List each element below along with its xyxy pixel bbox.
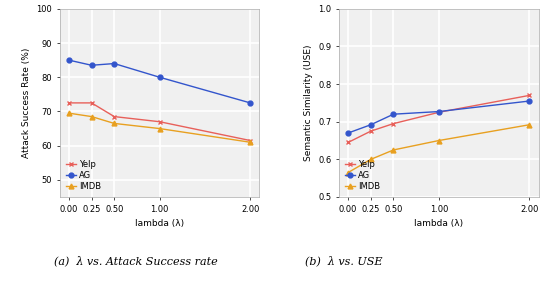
Line: Yelp: Yelp [66,101,252,143]
AG [156,76,163,79]
AG [390,112,397,116]
Yelp [88,101,95,105]
IMDB [345,171,351,174]
AG [526,99,533,103]
Text: (b)  λ vs. USE: (b) λ vs. USE [305,256,382,267]
Yelp [111,115,118,118]
IMDB [368,158,374,161]
Yelp [436,111,442,114]
Yelp [156,120,163,123]
Yelp [390,122,397,125]
Line: AG: AG [66,58,252,105]
IMDB [66,111,72,115]
AG [368,123,374,126]
X-axis label: lambda (λ): lambda (λ) [415,219,463,228]
Yelp [66,101,72,105]
Legend: Yelp, AG, IMDB: Yelp, AG, IMDB [343,158,382,193]
AG [436,110,442,113]
AG [247,101,254,105]
AG [88,64,95,67]
Text: (a)  λ vs. Attack Success rate: (a) λ vs. Attack Success rate [54,256,218,267]
Line: AG: AG [346,98,532,136]
Line: Yelp: Yelp [346,93,532,145]
Yelp [247,139,254,142]
X-axis label: lambda (λ): lambda (λ) [135,219,184,228]
Yelp [368,129,374,133]
Y-axis label: Semantic Similarity (USE): Semantic Similarity (USE) [304,45,313,161]
IMDB [390,148,397,152]
AG [345,131,351,135]
IMDB [247,141,254,144]
Yelp [526,93,533,97]
Line: IMDB: IMDB [346,122,532,175]
Line: IMDB: IMDB [66,111,252,145]
AG [66,59,72,62]
AG [111,62,118,65]
IMDB [111,122,118,125]
IMDB [156,127,163,130]
IMDB [526,123,533,126]
IMDB [88,115,95,118]
Y-axis label: Attack Success Rate (%): Attack Success Rate (%) [22,48,31,158]
Yelp [345,141,351,144]
Legend: Yelp, AG, IMDB: Yelp, AG, IMDB [64,158,103,193]
IMDB [436,139,442,142]
